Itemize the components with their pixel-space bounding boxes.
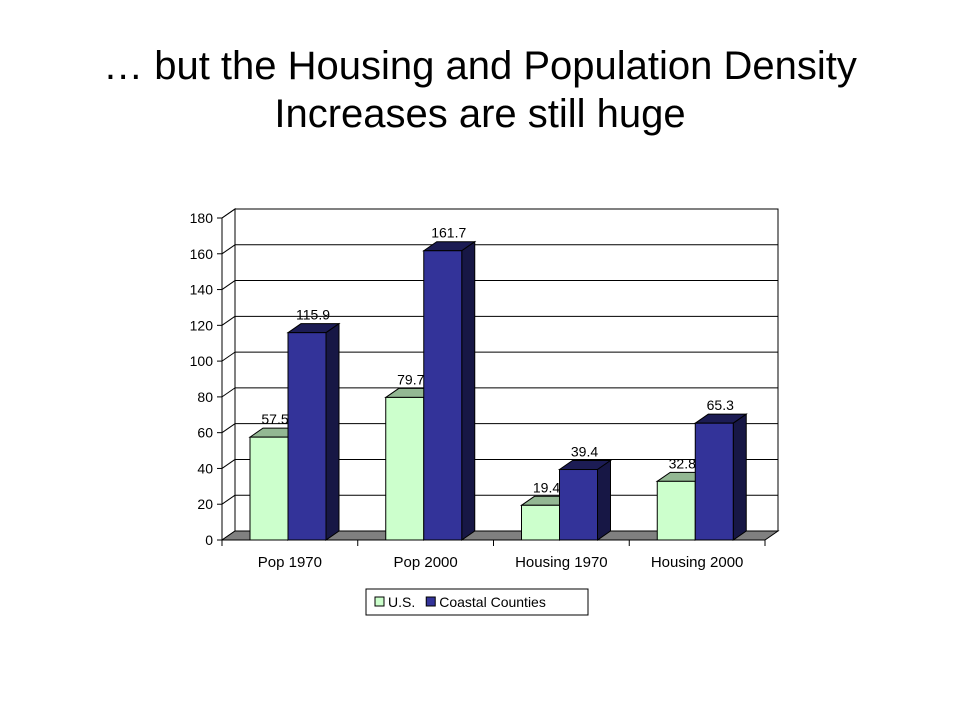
bar-front: [385, 396, 425, 541]
side-wall: [221, 208, 236, 541]
bar: [286, 322, 341, 541]
data-label: 115.9: [296, 307, 330, 323]
slide-title-line-1: … but the Housing and Population Density: [103, 44, 857, 88]
y-tick-label: 60: [197, 425, 213, 441]
bar-front: [656, 480, 696, 541]
gridline-side: [221, 280, 236, 290]
data-label: 79.7: [397, 371, 424, 387]
x-tick-label: Pop 1970: [258, 554, 322, 571]
bar: [693, 413, 748, 541]
slide-title: … but the Housing and Population Density…: [40, 42, 920, 138]
gridline-side: [221, 423, 236, 434]
gridline-side: [221, 315, 236, 326]
y-tick-label: 20: [197, 496, 213, 512]
data-label: 32.8: [669, 455, 696, 471]
bar-side: [325, 322, 340, 541]
y-tick-label: 80: [197, 389, 213, 405]
legend-label: U.S.: [388, 594, 415, 610]
data-label: 57.5: [261, 411, 288, 427]
chart-bars: [248, 240, 748, 541]
x-tick-label: Housing 1970: [515, 554, 608, 571]
gridline-side: [221, 494, 236, 505]
data-label: 65.3: [707, 397, 734, 413]
legend-box: [365, 588, 589, 616]
gridline-side: [221, 244, 236, 255]
y-tick-label: 180: [190, 210, 214, 226]
gridline-side: [221, 459, 236, 469]
y-tick-label: 100: [190, 353, 214, 369]
x-tick-label: Pop 2000: [394, 554, 458, 571]
y-tick-label: 140: [190, 282, 214, 298]
data-label: 19.4: [533, 479, 560, 495]
legend-swatch: [374, 596, 385, 607]
data-label: 161.7: [431, 225, 466, 241]
slide-title-line-2: Increases are still huge: [274, 92, 686, 136]
bar-front: [287, 332, 327, 541]
legend-swatch: [425, 596, 436, 607]
gridline-side: [221, 387, 236, 398]
bar: [422, 240, 477, 541]
y-tick-label: 160: [190, 246, 214, 262]
bar-front: [521, 504, 560, 541]
x-tick-label: Housing 2000: [651, 554, 744, 571]
y-tick-label: 120: [190, 317, 214, 333]
data-label: 39.4: [571, 444, 598, 460]
bar-side: [597, 459, 611, 541]
bar-side: [461, 240, 476, 541]
bar-front: [423, 250, 463, 541]
bar-side: [732, 413, 747, 541]
chart-legend: U.S. Coastal Counties: [365, 588, 589, 616]
y-tick-label: 40: [197, 460, 213, 476]
bar: [557, 459, 613, 541]
legend-label: Coastal Counties: [439, 594, 546, 610]
gridline-side: [221, 351, 236, 362]
chart-data-labels: 57.5 115.9 79.7 161.7 19.4 39.4 32.8 65.3: [261, 225, 734, 496]
bar-front: [694, 422, 734, 541]
gridline-side: [221, 208, 236, 219]
bar-front: [249, 436, 289, 541]
y-tick-label: 0: [205, 532, 213, 548]
bar-front: [559, 469, 598, 541]
